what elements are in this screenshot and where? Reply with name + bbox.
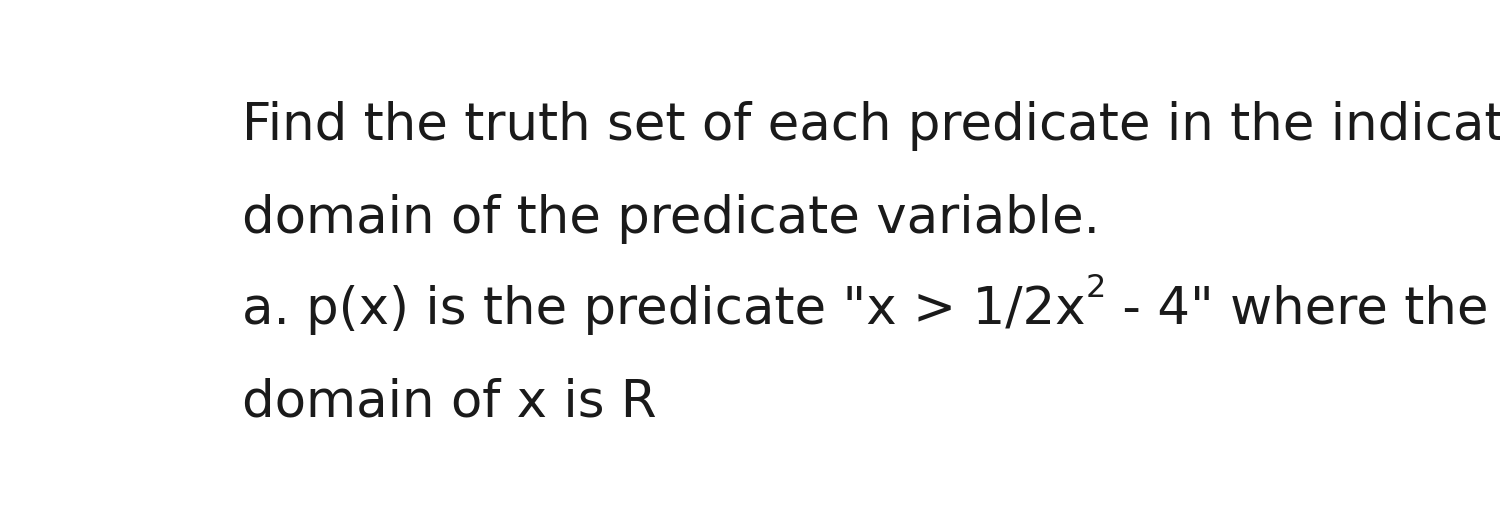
- Text: domain of the predicate variable.: domain of the predicate variable.: [242, 194, 1100, 244]
- Text: 2: 2: [1086, 273, 1106, 304]
- Text: Find the truth set of each predicate in the indicated: Find the truth set of each predicate in …: [242, 101, 1500, 151]
- Text: a. p(x) is the predicate "x > 1/2x: a. p(x) is the predicate "x > 1/2x: [242, 285, 1086, 335]
- Text: - 4" where the: - 4" where the: [1106, 285, 1488, 335]
- Text: domain of x is R: domain of x is R: [242, 377, 657, 427]
